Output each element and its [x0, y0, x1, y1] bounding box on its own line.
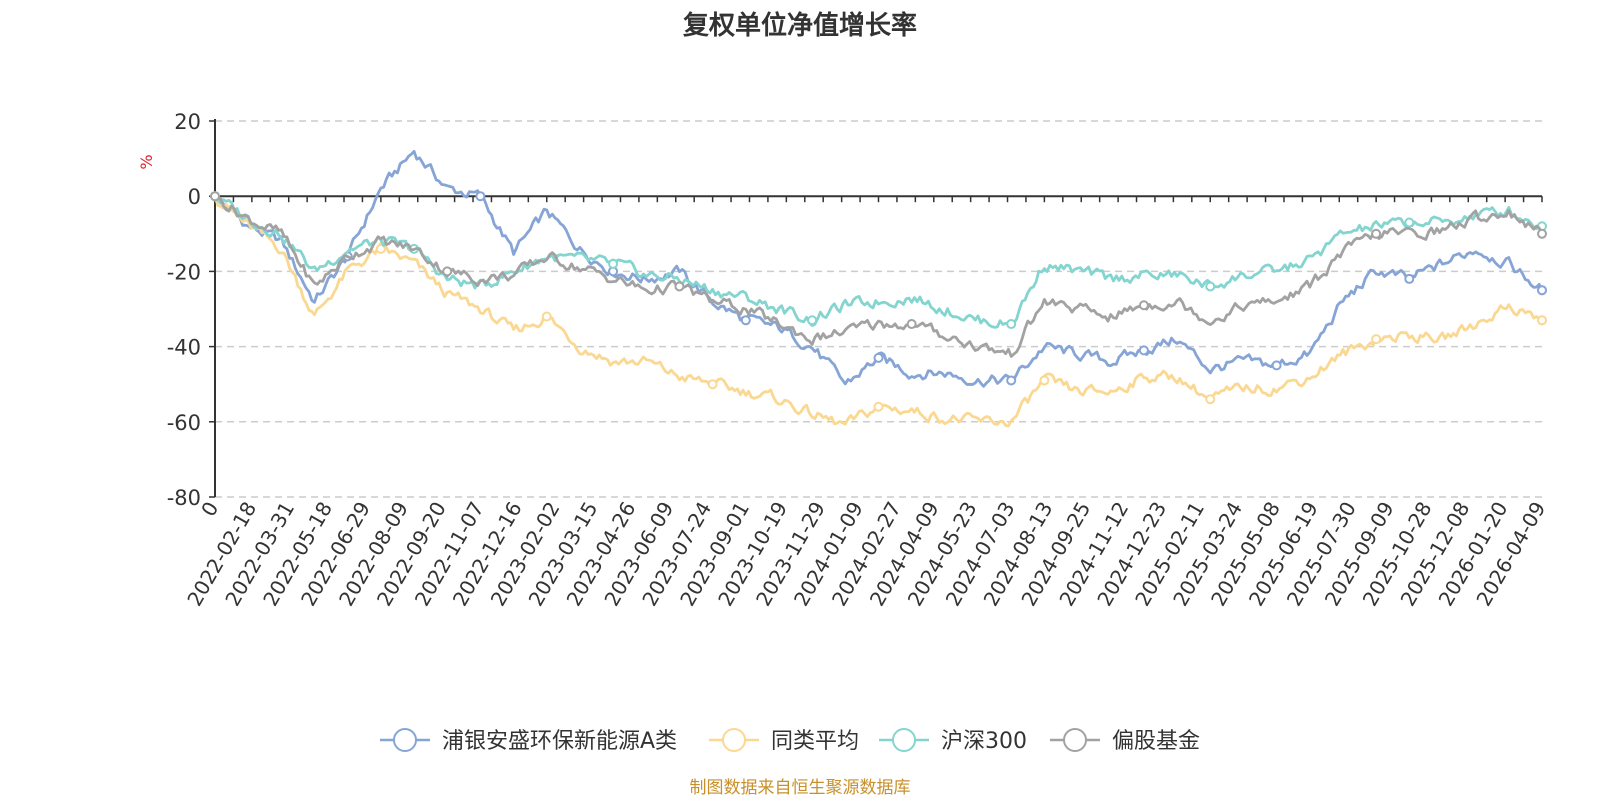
y-tick-label: -20: [167, 260, 201, 284]
y-tick-label: 0: [188, 185, 201, 209]
data-point: [1404, 273, 1415, 284]
y-tick-label: 20: [174, 110, 201, 134]
data-point: [1039, 375, 1050, 386]
data-point: [475, 191, 486, 202]
source-note: 制图数据来自恒生聚源数据库: [690, 778, 911, 798]
legend: 浦银安盛环保新能源A类 同类平均 沪深300 偏股基金: [380, 728, 1200, 754]
y-axis-ticks: 20 0 -20 -40 -60 -80: [167, 110, 215, 510]
data-point: [541, 311, 552, 322]
legend-marker: [722, 728, 746, 752]
legend-label: 沪深300: [941, 729, 1027, 754]
data-point: [1205, 394, 1216, 405]
data-point: [807, 315, 818, 326]
data-point: [1205, 281, 1216, 292]
legend-label: 同类平均: [771, 729, 859, 754]
legend-marker: [393, 728, 417, 752]
series-line-2: [213, 195, 1543, 428]
data-point: [1537, 285, 1547, 296]
data-point: [1371, 334, 1382, 345]
data-point: [740, 315, 751, 326]
y-tick-label: -40: [167, 336, 201, 360]
axes: [214, 119, 1542, 497]
x-axis-ticks: 02022-02-182022-03-312022-05-182022-06-2…: [182, 196, 1550, 610]
data-point: [1404, 217, 1415, 228]
series-line-4: [214, 194, 1544, 358]
data-point: [873, 401, 884, 412]
data-point: [674, 281, 685, 292]
data-point: [1537, 228, 1547, 239]
data-point: [1271, 360, 1282, 371]
data-point: [1006, 375, 1017, 386]
data-point: [1138, 345, 1149, 356]
x-tick-label: 0: [196, 498, 223, 521]
legend-marker: [892, 728, 916, 752]
data-point: [1138, 300, 1149, 311]
data-point: [375, 243, 386, 254]
data-point: [873, 352, 884, 363]
grid-lines: [215, 120, 1542, 498]
data-point: [1006, 319, 1017, 330]
y-tick-label: -80: [167, 486, 201, 510]
series-line-3: [213, 195, 1543, 329]
data-point: [707, 379, 718, 390]
legend-label: 浦银安盛环保新能源A类: [442, 729, 677, 754]
y-tick-label: -60: [167, 411, 201, 435]
y-axis-label: %: [137, 154, 156, 169]
data-point: [1537, 315, 1547, 326]
data-point: [210, 191, 220, 202]
series-lines: [210, 149, 1547, 428]
data-point: [442, 266, 453, 277]
data-point: [906, 319, 917, 330]
legend-label: 偏股基金: [1112, 729, 1200, 754]
chart-title: 复权单位净值增长率: [683, 10, 917, 41]
legend-marker: [1063, 728, 1087, 752]
data-point: [1371, 228, 1382, 239]
data-point: [608, 258, 619, 269]
